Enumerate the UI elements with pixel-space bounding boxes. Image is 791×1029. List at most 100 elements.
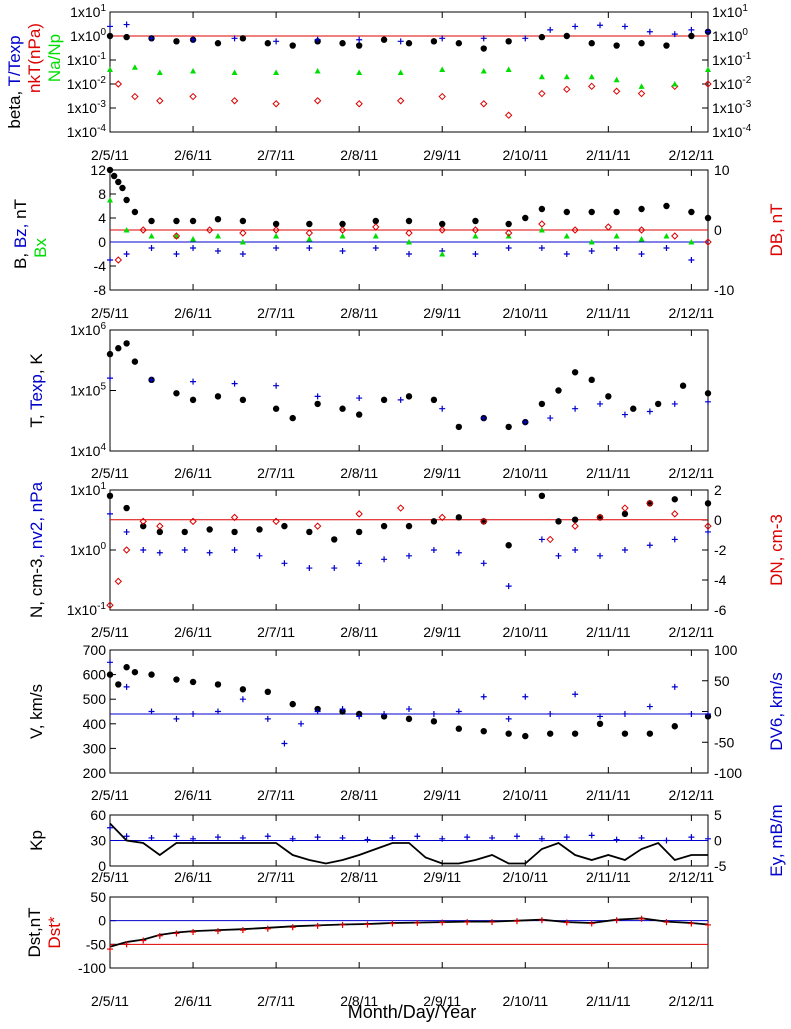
data-point	[272, 220, 280, 228]
right-axis-label: DV6, km/s	[767, 672, 786, 750]
data-point	[663, 919, 670, 926]
data-point	[588, 248, 595, 254]
data-point	[704, 80, 712, 88]
x-tick-label: 2/9/11	[423, 993, 461, 1009]
data-point	[522, 35, 529, 42]
data-point	[438, 226, 446, 234]
data-point	[663, 42, 670, 49]
data-point	[123, 833, 130, 840]
data-point	[522, 693, 529, 700]
data-point	[339, 248, 346, 254]
data-point	[339, 921, 346, 928]
data-point	[439, 919, 446, 926]
data-point	[239, 251, 246, 257]
x-tick-label: 2/5/11	[91, 993, 129, 1009]
data-point	[397, 38, 404, 45]
data-point	[522, 214, 529, 222]
data-point	[114, 577, 123, 586]
data-point	[123, 504, 130, 512]
data-point	[688, 257, 695, 263]
x-tick-label: 2/5/11	[91, 869, 129, 885]
panel-frame	[109, 896, 709, 969]
data-point	[239, 239, 246, 245]
y-tick-label: 1x100	[70, 27, 106, 44]
data-point	[272, 517, 280, 526]
data-point	[123, 251, 130, 257]
data-point	[438, 513, 446, 522]
data-point	[156, 549, 163, 556]
data-point	[489, 834, 496, 841]
data-point	[480, 100, 488, 108]
data-point	[455, 725, 463, 732]
data-point	[430, 710, 437, 717]
data-point	[190, 378, 197, 385]
data-point	[455, 708, 462, 715]
data-point	[638, 251, 645, 257]
data-point	[264, 40, 272, 47]
right-y-tick-label: 1x10-3	[712, 99, 752, 116]
data-point	[621, 23, 628, 30]
data-point	[173, 930, 180, 937]
data-point	[505, 715, 512, 722]
data-point	[472, 233, 479, 239]
data-point	[688, 834, 695, 841]
data-point	[372, 245, 379, 251]
data-point	[115, 345, 122, 352]
y-tick-label: -50	[86, 936, 106, 952]
data-point	[190, 236, 197, 242]
data-point	[504, 111, 513, 119]
y-tick-label: 1x10-1	[67, 51, 107, 68]
data-point	[613, 208, 620, 216]
data-point	[107, 824, 113, 831]
data-point	[505, 583, 512, 590]
right-y-tick-label: -6	[714, 602, 727, 618]
data-point	[613, 836, 620, 843]
data-point	[140, 937, 147, 944]
data-point	[148, 245, 155, 251]
x-tick-label: 2/10/11	[502, 305, 548, 321]
x-tick-label: 2/11/11	[586, 147, 631, 163]
data-point	[646, 542, 653, 549]
data-point	[190, 67, 197, 74]
data-point	[464, 834, 471, 841]
y-axis-label: B, Bz, nT	[11, 199, 30, 269]
data-point	[663, 233, 670, 239]
data-point	[489, 919, 496, 926]
data-point	[638, 236, 645, 242]
y-tick-label: 0	[98, 858, 106, 874]
data-point	[513, 918, 520, 925]
data-point	[380, 396, 388, 404]
x-tick-label: 2/11/11	[586, 869, 631, 885]
data-point	[372, 233, 379, 239]
y-axis-label: beta, T/Texp	[5, 35, 24, 128]
data-point	[588, 376, 595, 384]
data-point	[356, 69, 363, 76]
data-point	[597, 552, 604, 559]
right-y-tick-label: 50	[714, 673, 730, 689]
data-point	[281, 740, 288, 747]
data-point	[397, 396, 404, 403]
data-point	[538, 227, 545, 233]
y-tick-label: 8	[98, 186, 106, 202]
x-tick-label: 2/5/11	[91, 465, 129, 481]
data-point	[522, 419, 529, 426]
data-point	[563, 251, 570, 257]
data-point	[106, 671, 114, 678]
y-axis-label: Bx	[31, 238, 50, 258]
x-tick-label: 2/6/11	[174, 624, 212, 640]
data-point	[563, 208, 571, 216]
data-point	[314, 67, 321, 74]
data-point	[588, 832, 595, 839]
data-point	[123, 683, 130, 690]
data-point	[638, 205, 645, 213]
data-point	[613, 245, 620, 251]
data-point	[107, 946, 113, 953]
data-point	[671, 81, 678, 87]
data-point	[148, 834, 155, 841]
data-point	[339, 220, 346, 228]
right-y-tick-label: 1x101	[712, 3, 748, 20]
data-point	[480, 45, 487, 52]
data-point	[181, 547, 188, 553]
data-point	[439, 835, 446, 842]
